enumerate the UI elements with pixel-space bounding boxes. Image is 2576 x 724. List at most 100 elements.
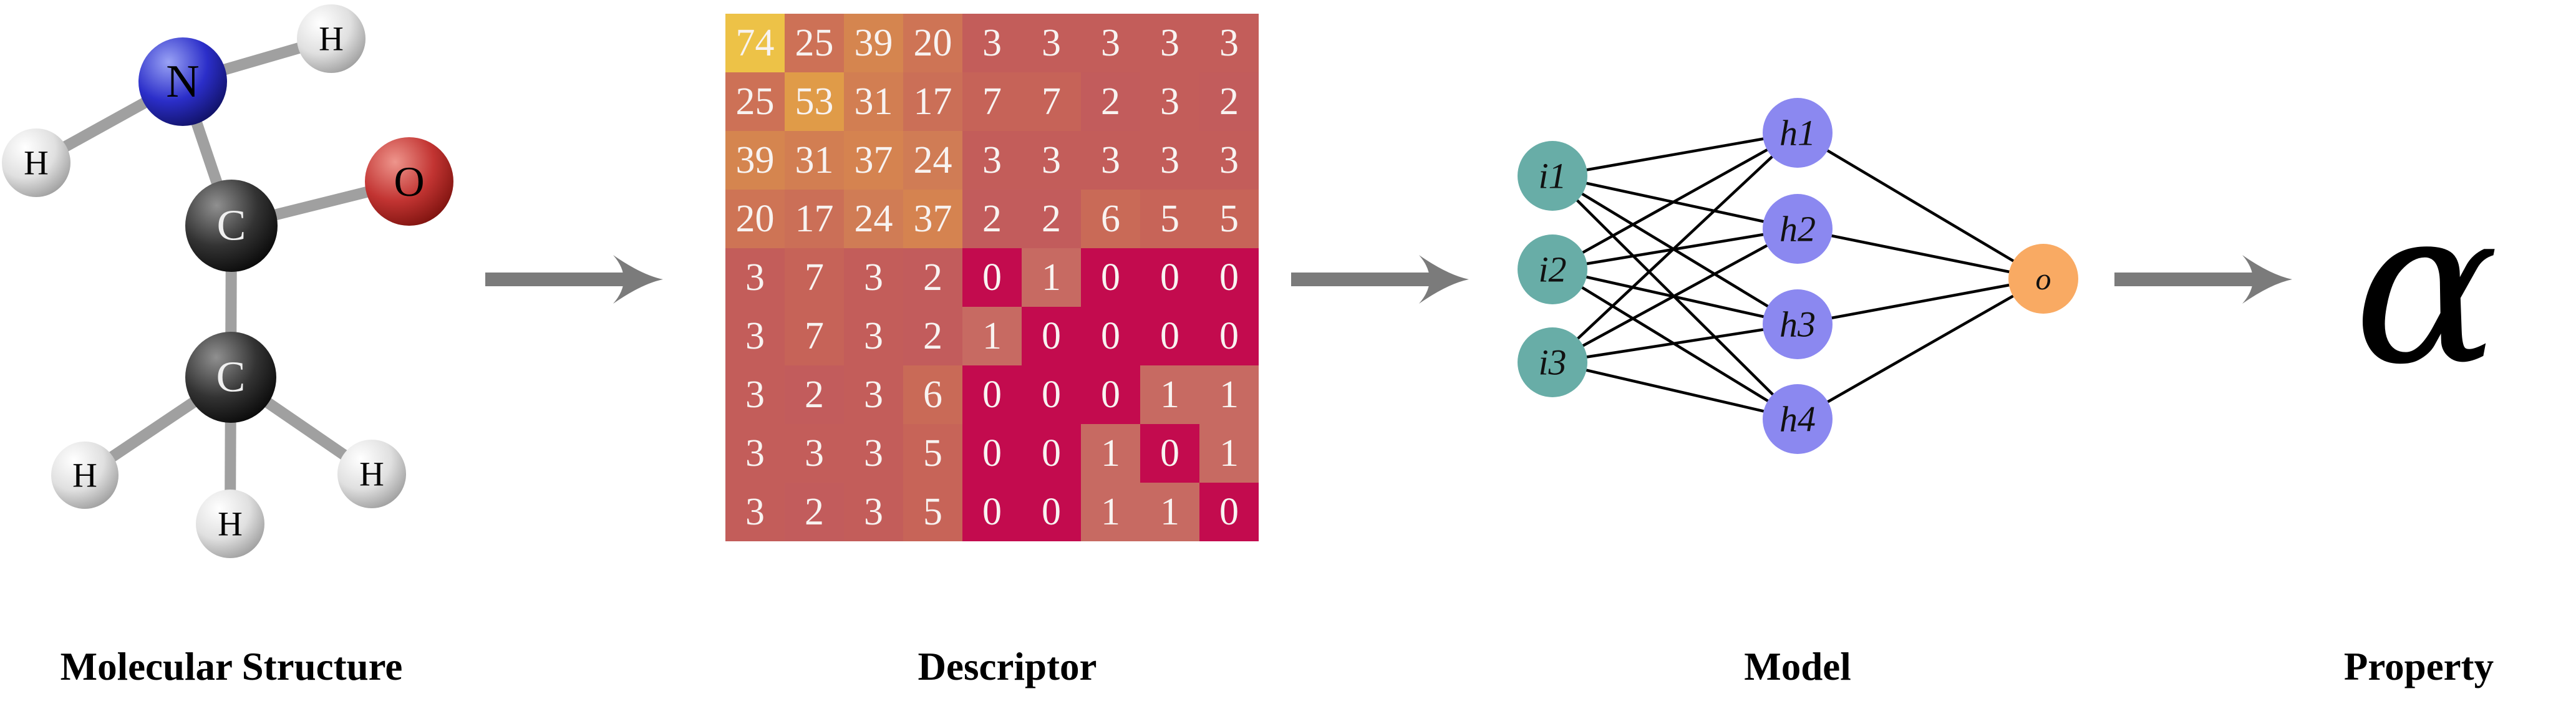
stage-label-model: Model bbox=[1744, 645, 1851, 688]
matrix-cell: 2 bbox=[1199, 72, 1259, 131]
matrix-cell: 20 bbox=[903, 14, 962, 72]
atom-H bbox=[337, 440, 406, 508]
atom-H bbox=[297, 4, 366, 73]
matrix-cell: 0 bbox=[1140, 424, 1199, 483]
matrix-cell: 0 bbox=[1199, 248, 1259, 307]
matrix-cell: 3 bbox=[725, 365, 785, 424]
matrix-cell: 17 bbox=[903, 72, 962, 131]
matrix-cell: 39 bbox=[725, 131, 785, 190]
matrix-cell: 7 bbox=[785, 307, 844, 365]
matrix-cell: 3 bbox=[1199, 14, 1259, 72]
atom-O bbox=[365, 137, 453, 226]
stage-label-descriptor: Descriptor bbox=[918, 645, 1097, 688]
matrix-cell: 37 bbox=[903, 190, 962, 248]
matrix-cell: 0 bbox=[962, 424, 1022, 483]
matrix-cell: 3 bbox=[785, 424, 844, 483]
matrix-cell: 7 bbox=[785, 248, 844, 307]
matrix-cell: 5 bbox=[903, 424, 962, 483]
matrix-cell: 3 bbox=[1199, 131, 1259, 190]
nn-node-label: i1 bbox=[1538, 156, 1566, 196]
nn-node-input-i1 bbox=[1518, 141, 1587, 211]
matrix-cell: 1 bbox=[1022, 248, 1081, 307]
nn-node-input-i2 bbox=[1518, 234, 1587, 304]
atom-H bbox=[51, 442, 119, 509]
atom-H bbox=[2, 128, 70, 197]
matrix-cell: 0 bbox=[962, 483, 1022, 541]
matrix-cell: 0 bbox=[1022, 365, 1081, 424]
matrix-cell: 3 bbox=[725, 248, 785, 307]
atom-label-H: H bbox=[72, 456, 97, 495]
nn-node-label: h3 bbox=[1779, 304, 1816, 345]
matrix-cell: 2 bbox=[1022, 190, 1081, 248]
atom-C bbox=[185, 180, 278, 272]
matrix-cell: 0 bbox=[962, 365, 1022, 424]
matrix-cell: 0 bbox=[1081, 248, 1140, 307]
atom-C bbox=[185, 332, 276, 423]
matrix-cell: 0 bbox=[962, 248, 1022, 307]
atom-label-H: H bbox=[24, 144, 49, 182]
matrix-cell: 1 bbox=[1081, 424, 1140, 483]
nn-edge bbox=[1797, 227, 2044, 281]
arrow-head-icon bbox=[613, 255, 663, 304]
matrix-cell: 7 bbox=[962, 72, 1022, 131]
matrix-cell: 5 bbox=[1199, 190, 1259, 248]
flow-arrow-2 bbox=[1291, 255, 1469, 304]
matrix-cell: 3 bbox=[844, 365, 903, 424]
arrow-head-icon bbox=[2242, 255, 2292, 304]
matrix-cell: 0 bbox=[1081, 307, 1140, 365]
descriptor-heatmap: 74 25 39 20 3 3 3 3 3 25 53 31 17 7 7 2 3 2 39 31 37 24 3 3 3 3 3 2… bbox=[725, 14, 1259, 541]
atom-H bbox=[196, 490, 264, 558]
nn-edge bbox=[1551, 132, 1799, 364]
matrix-cell: 20 bbox=[725, 190, 785, 248]
matrix-cell: 37 bbox=[844, 131, 903, 190]
matrix-cell: 3 bbox=[1140, 72, 1199, 131]
matrix-cell: 5 bbox=[1140, 190, 1199, 248]
matrix-cell: 3 bbox=[844, 307, 903, 365]
matrix-cell: 1 bbox=[1140, 365, 1199, 424]
matrix-cell: 7 bbox=[1022, 72, 1081, 131]
matrix-cell: 3 bbox=[844, 248, 903, 307]
matrix-cell: 24 bbox=[844, 190, 903, 248]
matrix-cell: 0 bbox=[1199, 307, 1259, 365]
matrix-cell: 31 bbox=[844, 72, 903, 131]
matrix-cell: 0 bbox=[1022, 307, 1081, 365]
matrix-cell: 3 bbox=[1140, 131, 1199, 190]
matrix-cell: 1 bbox=[962, 307, 1022, 365]
matrix-cell: 3 bbox=[962, 131, 1022, 190]
matrix-cell: 24 bbox=[903, 131, 962, 190]
matrix-cell: 0 bbox=[1022, 424, 1081, 483]
matrix-cell: 3 bbox=[725, 307, 785, 365]
matrix-cell: 0 bbox=[1199, 483, 1259, 541]
nn-node-hidden-h4 bbox=[1763, 384, 1833, 454]
nn-edge bbox=[1551, 132, 1799, 271]
matrix-cell: 2 bbox=[903, 307, 962, 365]
atom-label-C: C bbox=[217, 202, 246, 250]
matrix-cell: 25 bbox=[785, 14, 844, 72]
flow-arrows bbox=[485, 255, 2292, 304]
atom-label-H: H bbox=[319, 20, 344, 58]
flow-arrow-1 bbox=[485, 255, 663, 304]
atom-label-H: H bbox=[359, 455, 384, 493]
matrix-cell: 0 bbox=[1081, 365, 1140, 424]
atom-label-N: N bbox=[166, 56, 199, 107]
arrow-shaft bbox=[1291, 273, 1434, 286]
nn-node-hidden-h2 bbox=[1763, 194, 1833, 264]
nn-node-hidden-h3 bbox=[1763, 289, 1833, 359]
matrix-cell: 0 bbox=[1140, 248, 1199, 307]
matrix-cell: 3 bbox=[844, 483, 903, 541]
arrow-shaft bbox=[485, 273, 628, 286]
matrix-cell: 3 bbox=[725, 424, 785, 483]
molecular-structure-figure: N H H O C C H H H bbox=[2, 4, 453, 558]
neural-network-figure: i1 i2 i3 h1 h2 h3 h4 o bbox=[1518, 98, 2078, 454]
arrow-shaft bbox=[2114, 273, 2257, 286]
matrix-cell: 6 bbox=[1081, 190, 1140, 248]
matrix-cell: 3 bbox=[1022, 14, 1081, 72]
matrix-cell: 3 bbox=[725, 483, 785, 541]
matrix-cell: 31 bbox=[785, 131, 844, 190]
atom-label-H: H bbox=[218, 505, 243, 543]
matrix-cell: 2 bbox=[962, 190, 1022, 248]
matrix-cell: 3 bbox=[1022, 131, 1081, 190]
stage-label-molecular-structure: Molecular Structure bbox=[60, 645, 403, 688]
